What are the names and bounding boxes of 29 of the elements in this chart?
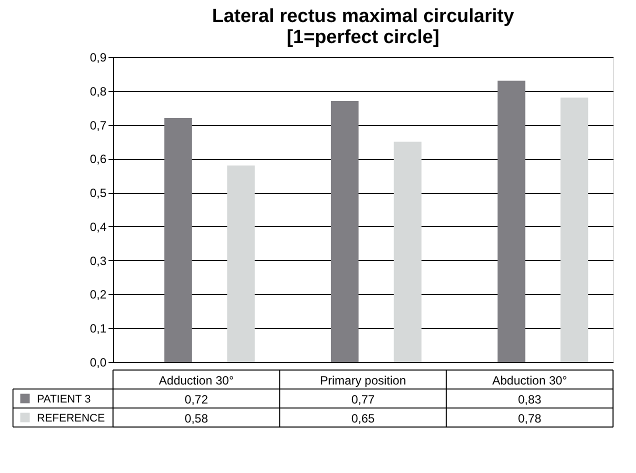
y-tick-label: 0,5 [90,186,107,200]
y-tick-label: 0,0 [90,356,107,370]
text: Lateral rectus maximal circularity [212,6,514,27]
data-label: 0,72 [184,392,208,406]
bar [498,80,526,362]
y-tick-label: 0,9 [90,50,107,64]
y-tick-label: 0,3 [90,254,107,268]
bar [394,142,422,362]
y-tick-label: 0,2 [90,288,107,302]
data-label: 0,65 [351,412,375,426]
x-tick-label: Adduction 30° [158,374,234,388]
y-tick-label: 0,4 [90,220,107,234]
data-label: 0,77 [351,392,375,406]
legend-label: REFERENCE [37,412,105,424]
y-tick-label: 0,1 [90,322,107,336]
data-label: 0,58 [184,412,208,426]
text: [1=perfect circle] [286,27,440,48]
bar [164,118,192,362]
y-tick-label: 0,7 [90,118,107,132]
bar [227,165,255,362]
legend-label: PATIENT 3 [37,394,91,406]
x-tick-label: Primary position [320,374,406,388]
y-tick-label: 0,8 [90,84,107,98]
x-tick-label: Abduction 30° [492,374,568,388]
y-tick-label: 0,6 [90,152,107,166]
bar [560,98,588,362]
bar [330,101,359,362]
data-label: 0,78 [518,412,542,426]
data-label: 0,83 [518,392,542,406]
